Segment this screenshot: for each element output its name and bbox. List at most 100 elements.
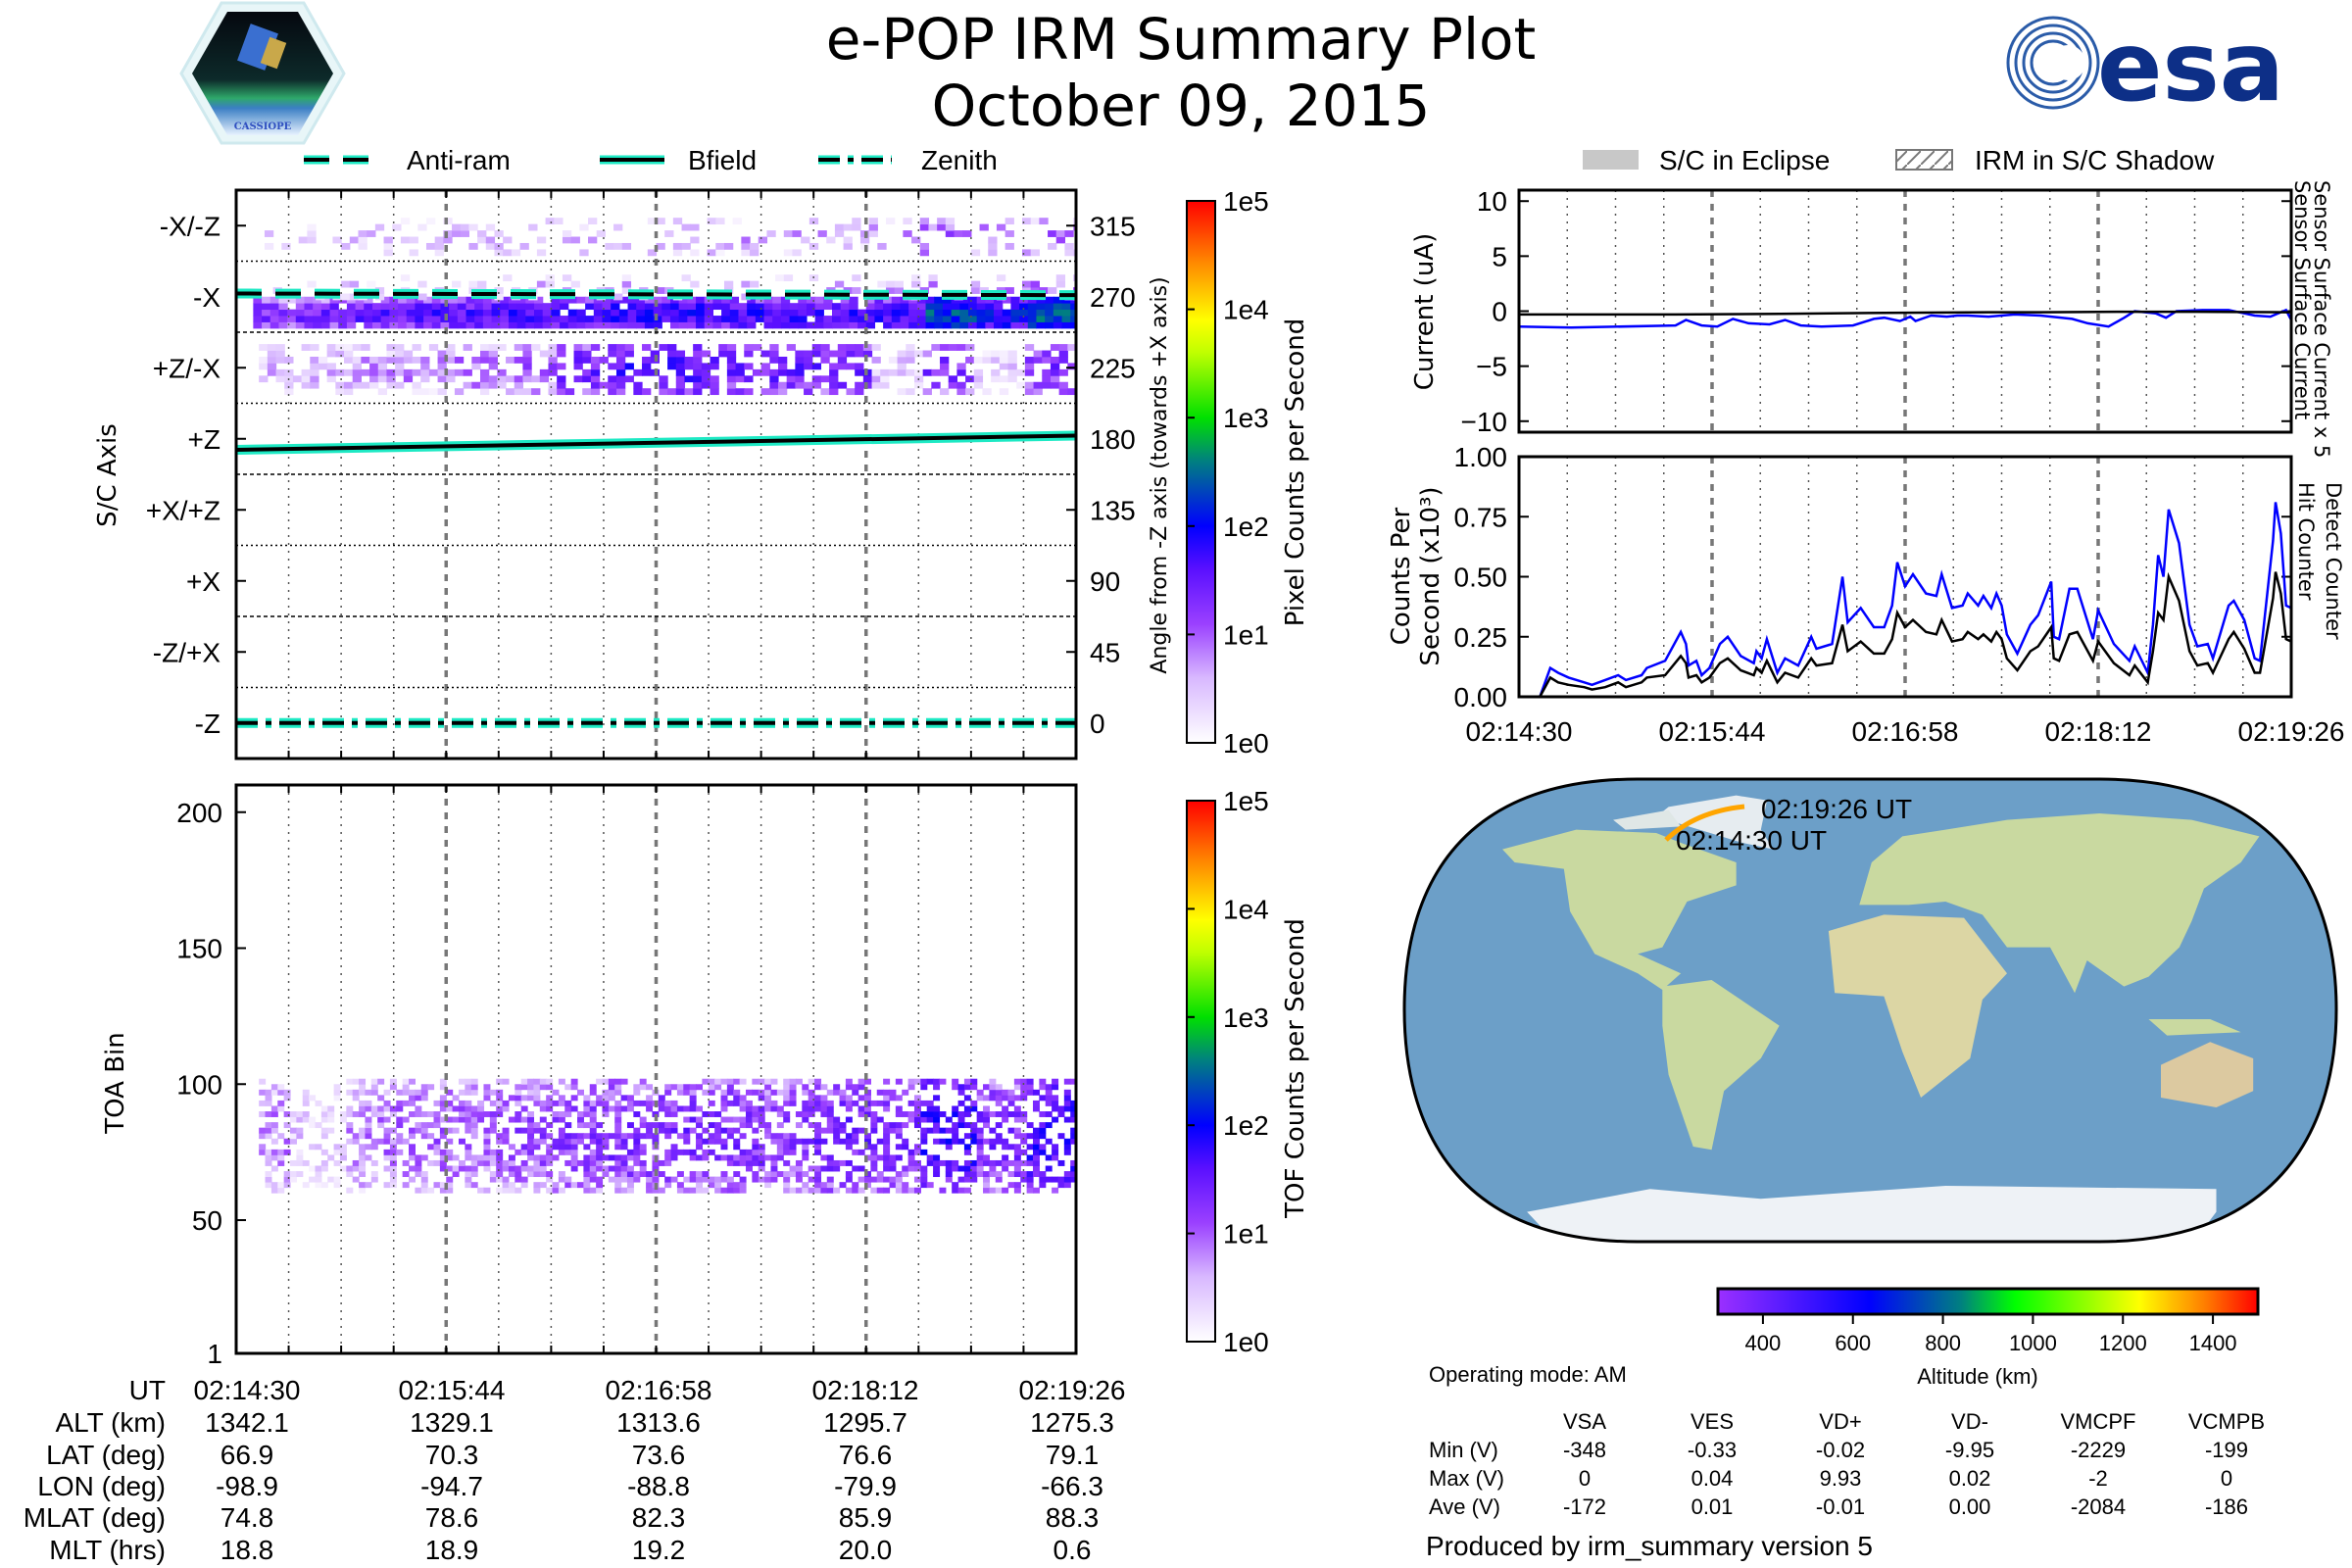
- heatmap-cell: [1073, 249, 1076, 257]
- heatmap-cell: [502, 1100, 510, 1106]
- voltage-value: -348: [1563, 1438, 1606, 1462]
- heatmap-cell: [326, 363, 336, 370]
- heatmap-cell: [1039, 218, 1049, 225]
- heatmap-cell: [933, 1078, 941, 1085]
- heatmap-cell: [377, 388, 388, 396]
- heatmap-cell: [520, 1084, 528, 1091]
- heatmap-cell: [301, 375, 311, 383]
- heatmap-cell: [744, 388, 754, 396]
- heatmap-cell: [814, 1144, 822, 1151]
- heatmap-cell: [452, 1154, 460, 1161]
- heatmap-cell: [845, 1176, 853, 1183]
- heatmap-cell: [389, 309, 399, 317]
- heatmap-cell: [1032, 1165, 1040, 1172]
- heatmap-cell: [891, 296, 902, 304]
- footer-text: Produced by irm_summary version 5: [1426, 1531, 1873, 1561]
- north-america: [1502, 829, 1737, 990]
- heatmap-cell: [783, 1133, 791, 1140]
- heatmap-cell: [876, 1138, 884, 1145]
- sensor-current-x5-label: Sensor Surface Current x 5: [2310, 180, 2333, 458]
- heatmap-cell: [564, 1138, 572, 1145]
- heatmap-cell: [1002, 1187, 1009, 1194]
- heatmap-cell: [496, 1176, 504, 1183]
- heatmap-cell: [864, 1138, 871, 1145]
- heatmap-cell: [1055, 230, 1066, 237]
- heatmap-cell: [539, 1171, 547, 1178]
- heatmap-cell: [764, 1133, 772, 1140]
- heatmap-cell: [989, 1144, 997, 1151]
- heatmap-cell: [602, 1165, 610, 1172]
- heatmap-cell: [320, 1111, 328, 1117]
- heatmap-cell: [588, 236, 598, 244]
- heatmap-cell: [776, 1122, 784, 1129]
- heatmap-cell: [889, 1127, 897, 1134]
- heatmap-cell: [283, 1111, 291, 1117]
- heatmap-cell: [296, 1133, 304, 1140]
- heatmap-cell: [409, 249, 418, 257]
- heatmap-cell: [310, 344, 319, 351]
- heatmap-cell: [902, 1144, 909, 1151]
- heatmap-cell: [670, 1084, 678, 1091]
- heatmap-cell: [277, 1187, 285, 1194]
- heatmap-cell: [670, 1144, 678, 1151]
- heatmap-cell: [1045, 309, 1054, 317]
- detect-counter-label: Detect Counter: [2322, 482, 2345, 640]
- heatmap-cell: [1026, 1084, 1034, 1091]
- heatmap-cell: [783, 1182, 791, 1189]
- heatmap-cell: [585, 316, 595, 322]
- heatmap-cell: [995, 1095, 1003, 1102]
- heatmap-cell: [370, 1084, 378, 1091]
- heatmap-cell: [675, 363, 686, 370]
- heatmap-cell: [339, 1144, 347, 1151]
- heatmap-cell: [428, 368, 439, 376]
- heatmap-cell: [488, 381, 498, 389]
- heatmap-cell: [409, 1144, 416, 1151]
- heatmap-cell: [320, 309, 331, 317]
- heatmap-cell: [1039, 1095, 1047, 1102]
- heatmap-cell: [895, 1144, 903, 1151]
- heatmap-cell: [883, 1159, 891, 1166]
- heatmap-cell: [814, 1187, 822, 1194]
- heatmap-cell: [965, 356, 975, 364]
- heatmap-cell: [684, 375, 694, 383]
- heatmap-cell: [620, 1078, 628, 1085]
- heatmap-cell: [369, 356, 379, 364]
- heatmap-cell: [497, 381, 507, 389]
- heatmap-cell: [369, 375, 379, 383]
- heatmap-cell: [564, 1122, 572, 1129]
- heatmap-cell: [304, 316, 314, 322]
- heatmap-cell: [412, 344, 421, 351]
- heatmap-cell: [633, 1171, 641, 1178]
- heatmap-cell: [957, 1084, 965, 1091]
- heatmap-cell: [466, 321, 475, 329]
- heatmap-cell: [278, 316, 288, 322]
- heatmap-cell: [933, 1171, 941, 1178]
- heatmap-cell: [1026, 1144, 1034, 1151]
- heatmap-cell: [533, 1144, 541, 1151]
- heatmap-cell: [852, 1165, 859, 1172]
- voltage-value: -172: [1563, 1494, 1606, 1519]
- heatmap-cell: [502, 1133, 510, 1140]
- heatmap-cell: [985, 316, 995, 322]
- heatmap-cell: [287, 296, 297, 304]
- heatmap-cell: [383, 1089, 391, 1096]
- heatmap-cell: [675, 388, 686, 396]
- heatmap-cell: [446, 1187, 454, 1194]
- heatmap-cell: [370, 1078, 378, 1085]
- heatmap-cell: [349, 236, 360, 244]
- heatmap-cell: [346, 1089, 354, 1096]
- heatmap-cell: [551, 309, 561, 317]
- altitude-tick-label: 1000: [2009, 1331, 2057, 1355]
- ephemeris-value: -94.7: [420, 1471, 483, 1501]
- heatmap-cell: [922, 368, 932, 376]
- heatmap-cell: [708, 1084, 715, 1091]
- heatmap-cell: [733, 1187, 741, 1194]
- heatmap-cell: [690, 280, 700, 288]
- heatmap-cell: [839, 1127, 847, 1134]
- heatmap-cell: [333, 1095, 341, 1102]
- heatmap-cell: [708, 1100, 715, 1106]
- ephemeris-value: 82.3: [632, 1502, 686, 1533]
- heatmap-cell: [752, 1138, 760, 1145]
- heatmap-cell: [369, 363, 379, 370]
- ephemeris-value: 70.3: [425, 1440, 479, 1470]
